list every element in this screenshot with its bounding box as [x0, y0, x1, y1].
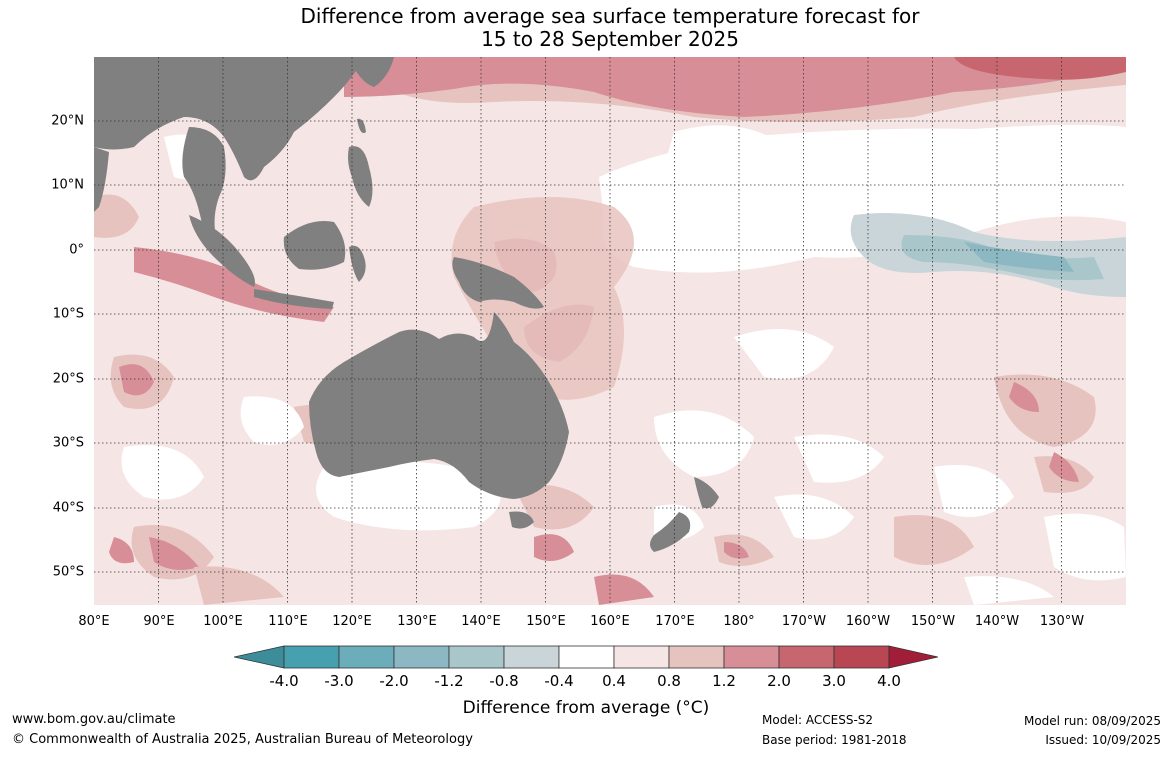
- lon-label: 100°E: [203, 614, 243, 629]
- colorbar-swatch: [778, 645, 835, 669]
- lon-label: 140°W: [974, 614, 1020, 629]
- lon-label: 180°: [723, 614, 755, 629]
- lon-label: 90°E: [143, 614, 175, 629]
- lat-label: 0°: [69, 242, 84, 258]
- lat-label: 40°S: [52, 500, 84, 516]
- colorbar-tick: 0.4: [602, 672, 626, 690]
- lon-label: 120°E: [332, 614, 372, 629]
- colorbar: [234, 645, 938, 669]
- lon-label: 160°W: [845, 614, 891, 629]
- chart-title: Difference from average sea surface temp…: [94, 5, 1126, 51]
- lon-label: 160°E: [590, 614, 630, 629]
- sst-anomaly-map: [94, 57, 1126, 605]
- colorbar-label: Difference from average (°C): [462, 698, 710, 718]
- lon-label: 130°E: [397, 614, 437, 629]
- colorbar-swatch: [833, 645, 890, 669]
- lat-label: 20°S: [52, 371, 84, 387]
- title-line-2: 15 to 28 September 2025: [481, 27, 739, 51]
- colorbar-tick: -3.0: [324, 672, 354, 690]
- colorbar-tick: 4.0: [877, 672, 901, 690]
- colorbar-min-arrow: [234, 645, 285, 669]
- colorbar-swatch: [668, 645, 725, 669]
- website-link[interactable]: www.bom.gov.au/climate: [12, 712, 176, 727]
- lat-label: 20°N: [51, 113, 84, 129]
- lat-label: 50°S: [52, 564, 84, 580]
- lon-label: 150°E: [526, 614, 566, 629]
- lat-label: 10°S: [52, 306, 84, 322]
- lon-label: 170°W: [781, 614, 827, 629]
- lat-label: 30°S: [52, 435, 84, 451]
- land-masses: [94, 57, 719, 552]
- colorbar-swatch: [613, 645, 670, 669]
- lon-label: 140°E: [461, 614, 501, 629]
- colorbar-tick: -0.4: [544, 672, 574, 690]
- title-line-1: Difference from average sea surface temp…: [300, 4, 920, 28]
- colorbar-tick: 2.0: [767, 672, 791, 690]
- colorbar-swatch: [503, 645, 560, 669]
- colorbar-swatch: [723, 645, 780, 669]
- colorbar-tick: 3.0: [822, 672, 846, 690]
- base-period-text: Base period: 1981-2018: [762, 733, 907, 747]
- lon-label: 150°W: [910, 614, 956, 629]
- colorbar-tick: -4.0: [269, 672, 299, 690]
- colorbar-tick: -2.0: [379, 672, 409, 690]
- model-text: Model: ACCESS-S2: [762, 713, 874, 727]
- model-run-text: Model run: 08/09/2025: [1023, 714, 1161, 728]
- colorbar-swatch: [448, 645, 505, 669]
- colorbar-tick: 1.2: [712, 672, 736, 690]
- graticule: [94, 57, 1126, 605]
- lon-label: 80°E: [78, 614, 110, 629]
- colorbar-swatch: [338, 645, 395, 669]
- issued-text: Issued: 10/09/2025: [1045, 733, 1161, 747]
- colorbar-tick: -1.2: [434, 672, 464, 690]
- colorbar-swatch: [283, 645, 340, 669]
- lon-label: 110°E: [268, 614, 308, 629]
- lon-label: 170°E: [655, 614, 695, 629]
- lat-label: 10°N: [51, 177, 84, 193]
- colorbar-tick: -0.8: [489, 672, 519, 690]
- colorbar-swatch: [393, 645, 450, 669]
- colorbar-max-arrow: [888, 645, 938, 669]
- colorbar-swatch: [558, 645, 615, 669]
- colorbar-tick: 0.8: [657, 672, 681, 690]
- lon-label: 130°W: [1039, 614, 1085, 629]
- copyright-text: © Commonwealth of Australia 2025, Austra…: [12, 732, 473, 747]
